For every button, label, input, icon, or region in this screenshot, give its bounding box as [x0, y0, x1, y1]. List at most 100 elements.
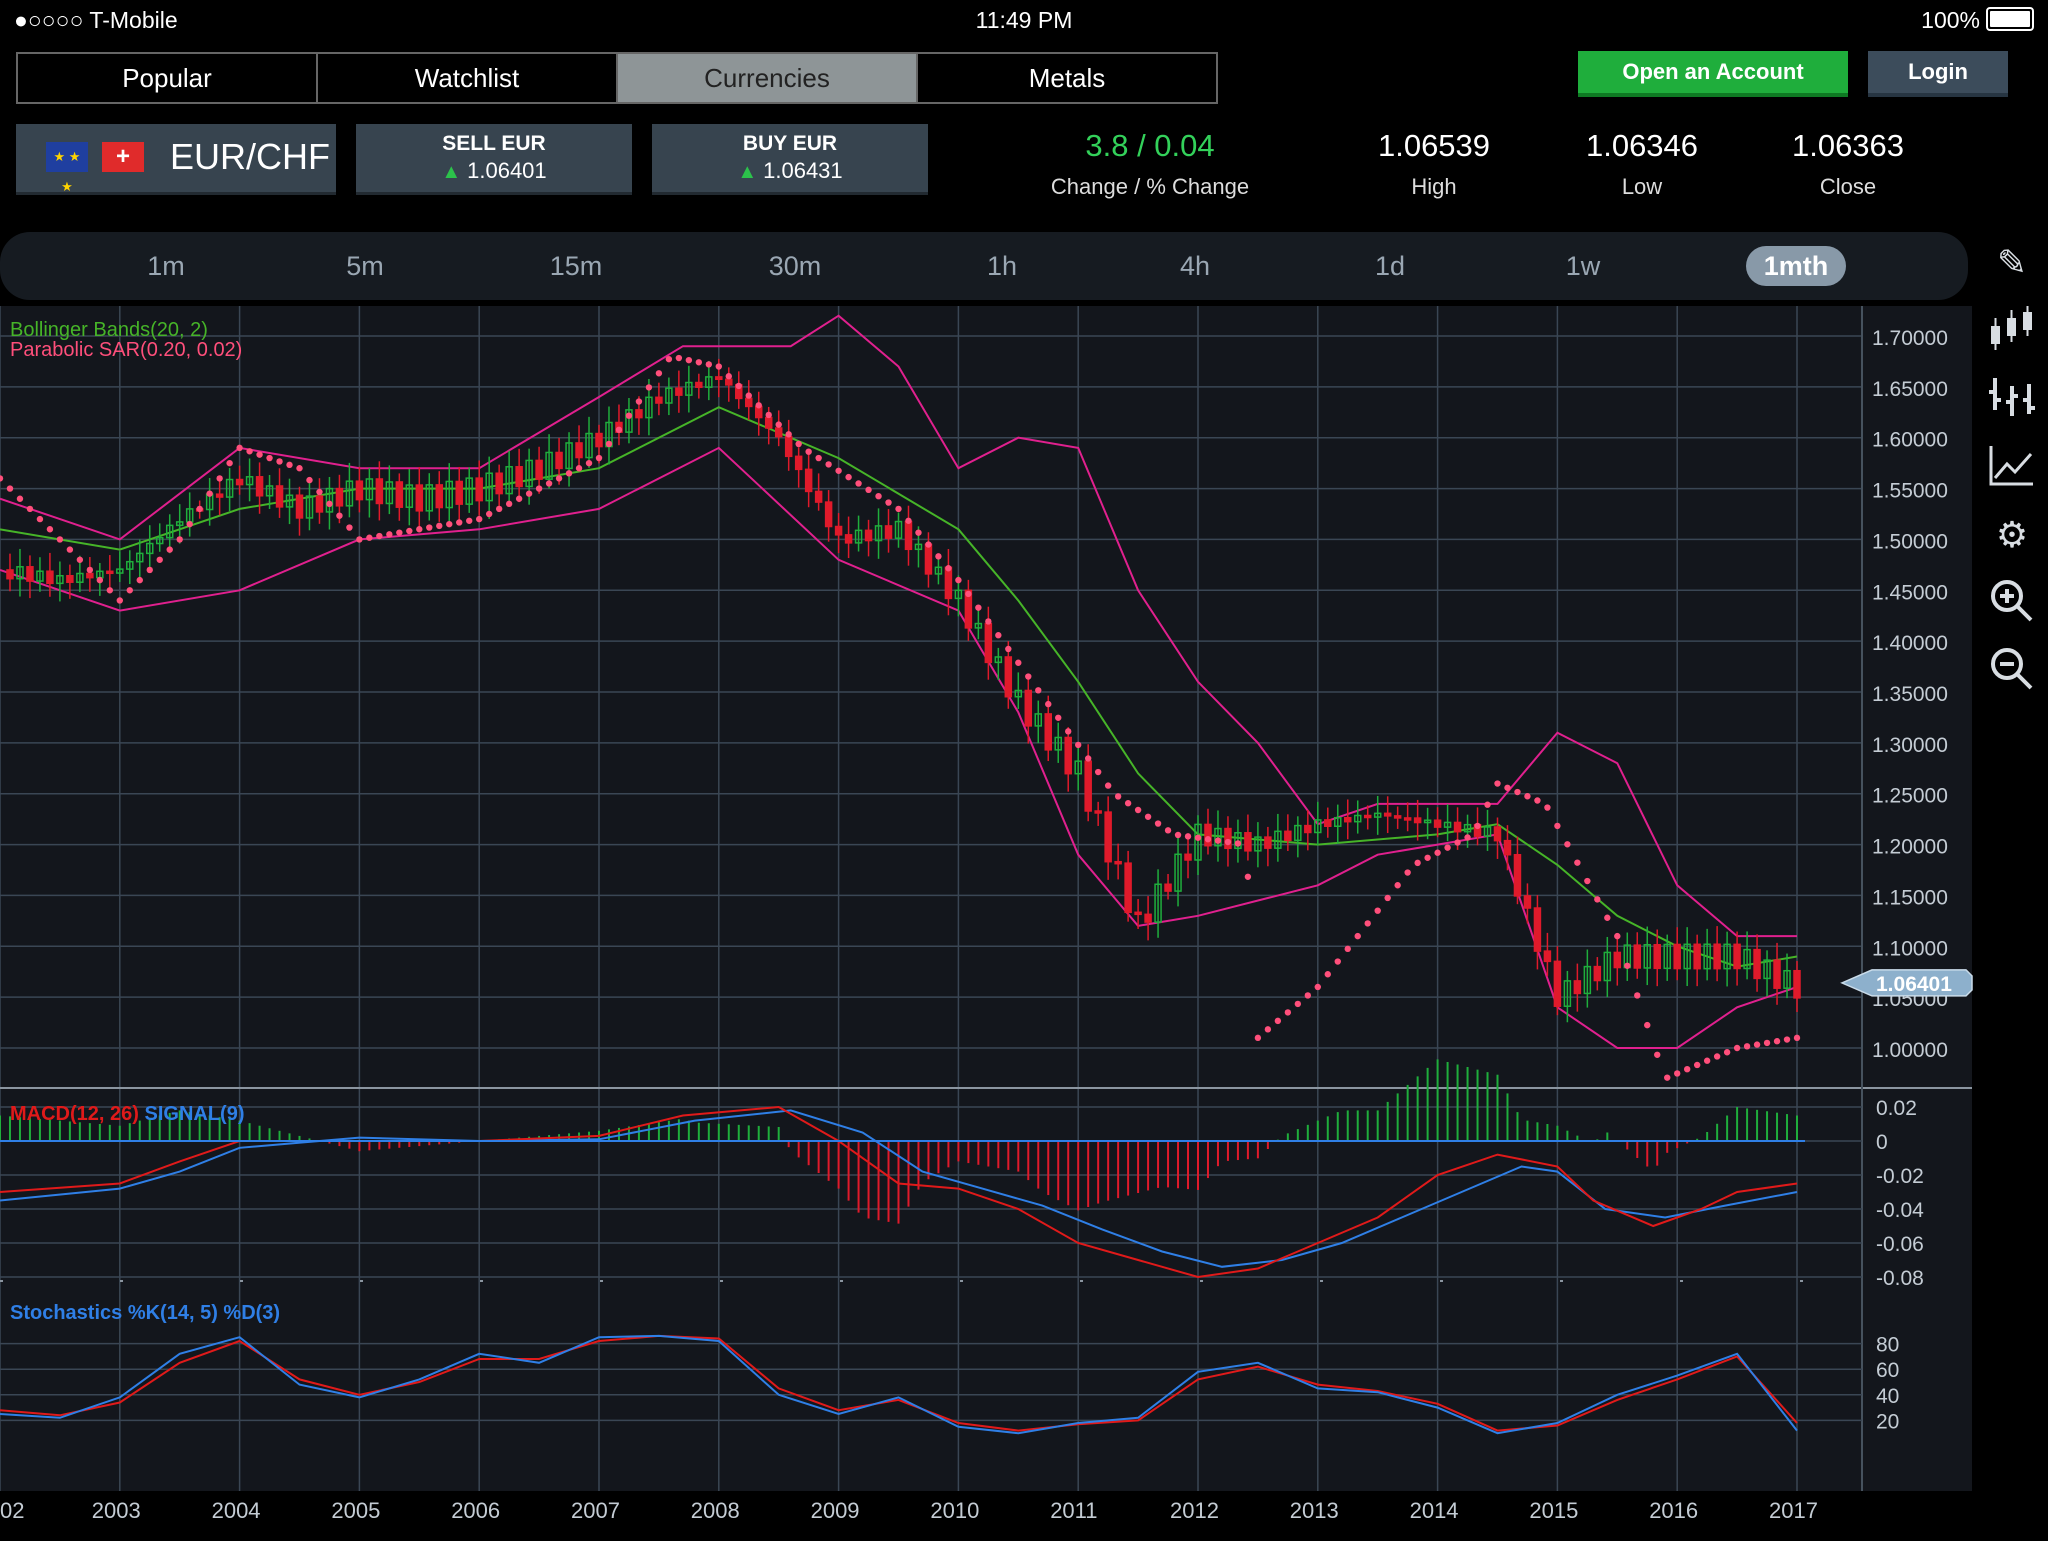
- timeframe-4h[interactable]: 4h: [1179, 251, 1211, 281]
- timeframe-1mth[interactable]: 1mth: [1746, 246, 1846, 286]
- ohlc-icon[interactable]: [1976, 372, 2048, 426]
- tab-metals[interactable]: Metals: [1028, 63, 1106, 93]
- sar-dot: [545, 480, 553, 487]
- sar-dot: [775, 421, 782, 428]
- macd-label: MACD(12, 26) SIGNAL(9): [10, 1103, 244, 1125]
- candle-body: [1254, 836, 1262, 852]
- candle-body: [1014, 689, 1023, 698]
- zoom-in-icon[interactable]: [1976, 576, 2048, 630]
- candle-body: [1304, 824, 1312, 834]
- candle-body: [1693, 943, 1701, 970]
- pencil-icon[interactable]: ✎: [1996, 242, 2028, 283]
- candle-body: [745, 397, 753, 408]
- gear-icon[interactable]: ⚙: [1995, 514, 2029, 555]
- macd-axis-label: -0.04: [1876, 1199, 1924, 1222]
- price-axis-label: 1.50000: [1872, 530, 1948, 553]
- buy-button[interactable]: BUY EUR ▲ 1.06431: [652, 124, 928, 195]
- sar-dot: [1144, 813, 1152, 820]
- sar-dot: [1793, 1034, 1801, 1042]
- sar-dot: [1224, 838, 1232, 846]
- candle-body: [1314, 819, 1322, 834]
- sar-dot: [595, 454, 603, 462]
- candle-body: [844, 534, 853, 544]
- sar-dot: [316, 488, 323, 496]
- candle-body: [1184, 853, 1192, 861]
- sar-dot: [965, 590, 972, 598]
- price-axis-label: 1.60000: [1872, 429, 1948, 452]
- sar-dot: [476, 515, 483, 523]
- sar-dot: [1424, 854, 1431, 861]
- candle-body: [1483, 826, 1492, 837]
- instrument-selector[interactable]: ★ ★ ★ + EUR/CHF: [16, 124, 336, 195]
- candle-body: [56, 574, 64, 585]
- timeframe-5m[interactable]: 5m: [346, 251, 384, 281]
- sar-dot: [695, 359, 703, 366]
- high-label: High: [1411, 174, 1457, 199]
- sar-dot: [525, 490, 533, 497]
- tab-popular[interactable]: Popular: [18, 54, 318, 102]
- candle-body: [1603, 951, 1612, 982]
- candle-body: [26, 566, 34, 582]
- sar-dot: [196, 505, 203, 513]
- tab-watchlist[interactable]: Watchlist: [318, 54, 618, 102]
- candle-body: [555, 451, 563, 470]
- sar-dot: [585, 459, 593, 467]
- candle-body: [625, 409, 633, 433]
- sar-dot: [1644, 1021, 1651, 1029]
- sar-dot: [376, 532, 383, 540]
- x-axis-label: 2014: [1410, 1498, 1459, 1523]
- line-chart-icon[interactable]: [1976, 440, 2048, 494]
- candle-body: [1493, 826, 1502, 842]
- price-chart[interactable]: 1.70000 1.65000 1.60000 1.55000 1.50000 1.450…: [0, 306, 2048, 1536]
- candle-body: [1373, 812, 1382, 818]
- battery-status: 100%: [1921, 7, 2034, 34]
- candle-body: [1713, 943, 1721, 970]
- sar-dot: [1134, 806, 1142, 814]
- sar-dot: [1324, 971, 1331, 978]
- sar-dot: [1274, 1017, 1282, 1025]
- sar-dot: [985, 618, 992, 625]
- sar-dot: [1674, 1070, 1681, 1077]
- timeframe-30m[interactable]: 30m: [768, 251, 822, 281]
- candle-body: [136, 552, 144, 563]
- candle-body: [705, 376, 713, 388]
- candle-body: [1683, 943, 1691, 970]
- candle-body: [265, 485, 274, 497]
- candle-body: [1104, 811, 1112, 863]
- candle-body: [1224, 827, 1232, 850]
- timeframe-1h[interactable]: 1h: [986, 251, 1018, 281]
- candle-body: [215, 493, 224, 498]
- candle-body: [1703, 943, 1711, 970]
- open-account-button[interactable]: Open an Account: [1578, 51, 1848, 97]
- timeframe-15m[interactable]: 15m: [549, 251, 603, 281]
- sar-dot: [126, 587, 133, 594]
- chart-canvas[interactable]: 1.70000 1.65000 1.60000 1.55000 1.50000 1.450…: [0, 306, 2048, 1536]
- candlestick-icon[interactable]: [1976, 304, 2048, 358]
- candle-body: [1234, 832, 1242, 850]
- sar-dot: [346, 524, 353, 531]
- candle-body: [1763, 959, 1771, 980]
- candle-body: [285, 494, 294, 508]
- candle-body: [1423, 819, 1432, 824]
- sell-button[interactable]: SELL EUR ▲ 1.06401: [356, 124, 632, 195]
- sar-dot: [765, 411, 772, 419]
- sar-dot: [426, 524, 433, 531]
- candle-body: [155, 536, 164, 545]
- login-button[interactable]: Login: [1868, 51, 2008, 97]
- zoom-out-icon[interactable]: [1976, 644, 2048, 698]
- sar-dot: [1773, 1038, 1781, 1045]
- candle-body: [655, 396, 663, 404]
- timeframe-1d[interactable]: 1d: [1374, 251, 1406, 281]
- sell-label: SELL EUR: [442, 132, 546, 155]
- timeframe-1m[interactable]: 1m: [147, 251, 185, 281]
- sar-dot: [1713, 1053, 1721, 1060]
- sar-dot: [1015, 659, 1022, 666]
- sar-dot: [1494, 780, 1501, 787]
- candle-body: [1573, 980, 1582, 995]
- timeframe-1w[interactable]: 1w: [1565, 251, 1601, 281]
- sar-dot: [1164, 827, 1172, 834]
- candle-body: [1204, 823, 1212, 847]
- sar-dot: [1075, 741, 1082, 749]
- sar-dot: [286, 461, 293, 469]
- tab-currencies[interactable]: Currencies: [618, 54, 918, 102]
